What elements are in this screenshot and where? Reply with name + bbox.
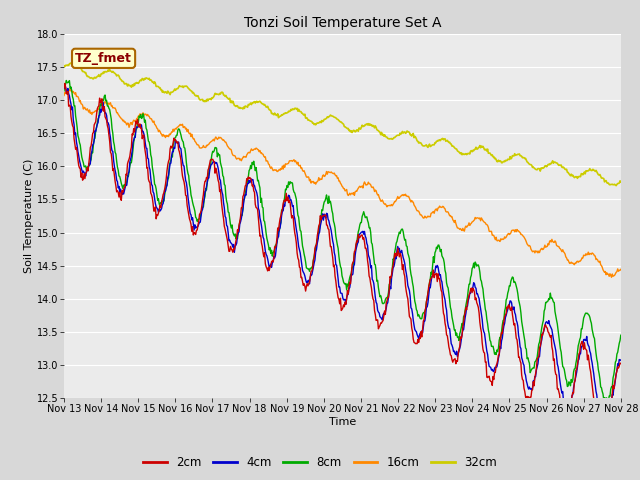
2cm — [60, 85, 68, 91]
16cm — [428, 210, 435, 216]
16cm — [607, 275, 615, 280]
16cm — [60, 93, 68, 98]
Line: 4cm: 4cm — [64, 87, 621, 428]
16cm — [67, 86, 74, 92]
8cm — [128, 154, 136, 160]
4cm — [617, 357, 625, 363]
4cm — [61, 84, 69, 90]
2cm — [214, 178, 222, 183]
16cm — [71, 91, 79, 97]
32cm — [428, 143, 435, 149]
8cm — [71, 103, 79, 108]
32cm — [185, 86, 193, 92]
16cm — [185, 130, 193, 136]
2cm — [71, 141, 79, 147]
4cm — [185, 200, 193, 205]
8cm — [214, 150, 222, 156]
4cm — [428, 279, 435, 285]
2cm — [598, 437, 605, 443]
32cm — [214, 92, 222, 97]
8cm — [185, 173, 193, 179]
Title: Tonzi Soil Temperature Set A: Tonzi Soil Temperature Set A — [244, 16, 441, 30]
4cm — [214, 165, 222, 171]
8cm — [617, 332, 625, 338]
4cm — [128, 148, 136, 154]
Y-axis label: Soil Temperature (C): Soil Temperature (C) — [24, 159, 34, 273]
2cm — [128, 131, 136, 137]
16cm — [128, 122, 136, 128]
8cm — [63, 78, 70, 84]
16cm — [617, 266, 625, 272]
Line: 16cm: 16cm — [64, 89, 621, 277]
32cm — [411, 133, 419, 139]
2cm — [428, 276, 435, 281]
32cm — [128, 82, 136, 88]
Text: TZ_fmet: TZ_fmet — [75, 52, 132, 65]
16cm — [214, 136, 222, 142]
8cm — [428, 269, 435, 275]
4cm — [71, 132, 79, 137]
2cm — [61, 81, 68, 86]
8cm — [605, 399, 612, 405]
32cm — [612, 183, 620, 189]
Line: 2cm: 2cm — [64, 84, 621, 440]
2cm — [185, 213, 193, 218]
2cm — [617, 360, 625, 366]
32cm — [617, 179, 625, 185]
X-axis label: Time: Time — [329, 417, 356, 427]
4cm — [60, 85, 68, 91]
16cm — [411, 204, 419, 209]
2cm — [411, 340, 419, 346]
Legend: 2cm, 4cm, 8cm, 16cm, 32cm: 2cm, 4cm, 8cm, 16cm, 32cm — [138, 452, 502, 474]
32cm — [71, 60, 79, 66]
Line: 32cm: 32cm — [64, 62, 621, 186]
32cm — [60, 63, 68, 69]
Line: 8cm: 8cm — [64, 81, 621, 402]
8cm — [60, 88, 68, 94]
4cm — [600, 425, 607, 431]
8cm — [411, 299, 419, 304]
32cm — [68, 60, 76, 65]
4cm — [411, 327, 419, 333]
